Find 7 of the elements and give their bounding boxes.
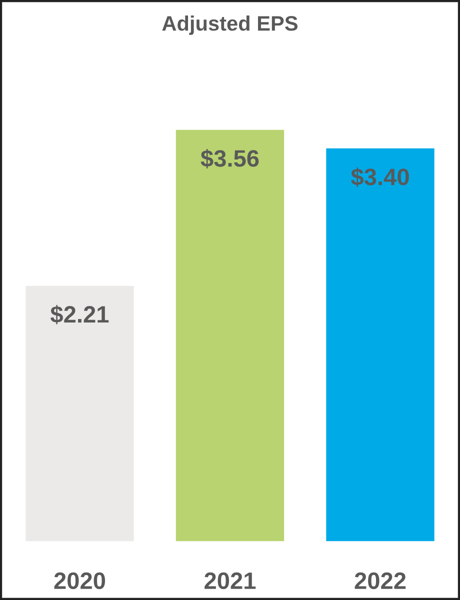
data-label: $2.21 <box>50 305 109 324</box>
data-label: $3.40 <box>351 168 409 187</box>
x-tick-label: 2021 <box>204 572 256 590</box>
x-tick-label: 2020 <box>54 572 106 590</box>
data-label: $3.56 <box>200 149 259 168</box>
x-tick-label: 2022 <box>354 572 406 590</box>
chart-title: Adjusted EPS <box>162 15 298 35</box>
